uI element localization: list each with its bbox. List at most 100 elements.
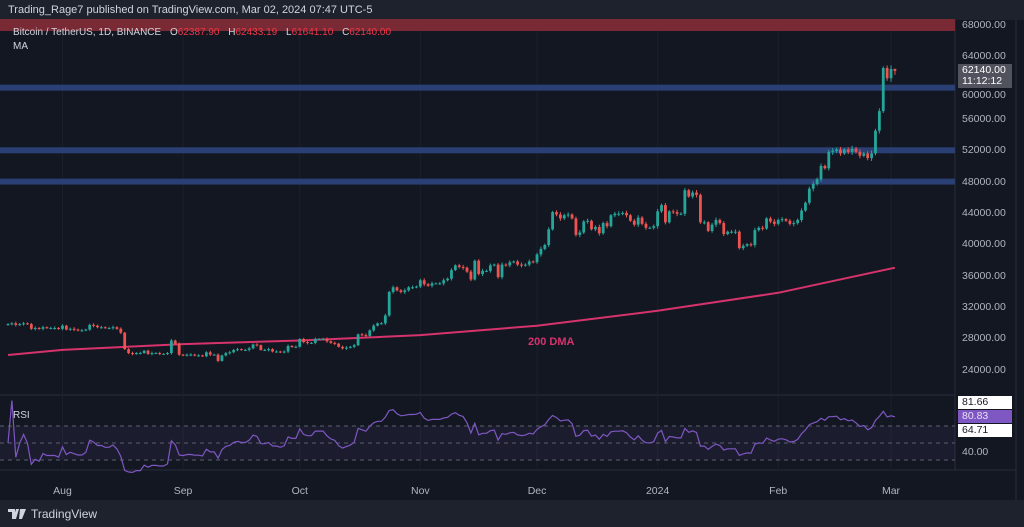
price-tick-label: 28000.00	[962, 332, 1006, 345]
candle-body	[520, 264, 523, 266]
candle-body	[648, 227, 652, 229]
current-price: 62140.00	[962, 64, 1006, 76]
candle-body	[807, 188, 811, 203]
candle-body	[644, 223, 648, 228]
candle-body	[302, 338, 306, 343]
candle-body	[426, 284, 430, 286]
candle-body	[811, 183, 815, 189]
candle-body	[150, 353, 154, 355]
candle-body	[640, 217, 644, 224]
candle-body	[500, 264, 504, 278]
level-zone-60000	[0, 84, 955, 91]
candle-body	[72, 328, 76, 330]
candle-body	[10, 323, 14, 325]
candle-body	[512, 261, 516, 263]
candle-body	[275, 351, 278, 353]
candle-body	[37, 328, 41, 330]
price-tick-label: 40000.00	[962, 238, 1006, 251]
tradingview-logo[interactable]: TradingView	[8, 507, 97, 521]
candle-body	[92, 324, 95, 326]
high-value: 62433.19	[235, 27, 278, 38]
candle-body	[531, 261, 535, 263]
candle-body	[224, 353, 228, 356]
tradingview-logo-icon	[8, 509, 26, 519]
candle-body	[523, 264, 527, 266]
candle-body	[590, 220, 593, 230]
candle-body	[442, 280, 446, 284]
candle-body	[166, 353, 169, 355]
open-value: 62387.90	[177, 27, 220, 38]
candle-body	[422, 280, 426, 285]
candle-body	[695, 192, 698, 195]
candle-body	[714, 219, 718, 225]
candle-body	[189, 354, 193, 356]
candle-body	[835, 149, 838, 152]
candle-body	[792, 223, 796, 225]
time-tick-label: Nov	[410, 485, 430, 497]
time-tick-label: Mar	[881, 485, 901, 497]
candle-body	[586, 220, 590, 222]
candle-body	[356, 334, 360, 346]
candle-body	[197, 355, 201, 357]
candle-body	[862, 153, 866, 156]
candle-body	[625, 212, 628, 216]
candle-body	[193, 354, 197, 356]
candle-body	[819, 165, 823, 180]
candle-body	[345, 347, 348, 349]
candle-body	[769, 218, 772, 222]
ma-indicator-label[interactable]: MA	[13, 41, 28, 52]
candle-body	[757, 227, 761, 231]
candle-body	[131, 353, 134, 355]
candle-body	[481, 270, 484, 274]
candle-body	[535, 254, 539, 263]
price-chart[interactable]	[0, 0, 1024, 500]
candle-body	[360, 334, 364, 336]
rsi-title[interactable]: RSI	[13, 410, 30, 421]
level-zone-48000	[0, 178, 955, 185]
price-tick-label: 68000.00	[962, 19, 1006, 31]
candle-body	[418, 280, 422, 287]
candle-body	[687, 190, 691, 197]
candle-body	[325, 338, 329, 342]
candle-body	[115, 327, 119, 329]
candle-body	[547, 229, 551, 246]
ma200-line	[7, 266, 896, 356]
time-tick-label: Oct	[291, 485, 308, 497]
candle-body	[527, 261, 531, 265]
candle-body	[372, 325, 376, 331]
candle-body	[263, 349, 267, 351]
candle-body	[391, 287, 395, 293]
candle-body	[675, 212, 679, 214]
candle-body	[232, 349, 236, 353]
candle-body	[243, 349, 247, 351]
candle-body	[450, 270, 453, 279]
symbol-legend: Bitcoin / TetherUS, 1D, BINANCE O62387.9…	[13, 27, 391, 38]
candle-body	[504, 264, 508, 266]
candle-body	[566, 214, 570, 216]
candle-body	[842, 149, 846, 154]
candle-body	[306, 342, 309, 344]
candle-body	[718, 219, 722, 224]
candle-body	[317, 338, 321, 340]
candle-body	[601, 223, 605, 234]
rsi-ma-tag: 64.71	[958, 424, 1012, 437]
candle-body	[14, 323, 18, 325]
candle-body	[220, 355, 224, 361]
symbol-name[interactable]: Bitcoin / TetherUS, 1D, BINANCE	[13, 27, 162, 38]
time-tick-label: Feb	[769, 485, 788, 497]
candle-body	[893, 68, 897, 71]
candle-body	[123, 332, 127, 350]
candle-body	[453, 265, 457, 271]
ma200-annotation: 200 DMA	[528, 336, 575, 348]
close-label: C	[342, 27, 350, 38]
candle-body	[749, 244, 753, 246]
candle-body	[488, 265, 492, 271]
candle-body	[255, 344, 259, 346]
candle-body	[609, 215, 613, 227]
candle-body	[741, 245, 745, 249]
candle-body	[846, 149, 850, 152]
candle-body	[33, 328, 37, 330]
open-label: O	[169, 27, 178, 38]
candle-body	[228, 352, 232, 354]
candle-body	[710, 224, 714, 231]
